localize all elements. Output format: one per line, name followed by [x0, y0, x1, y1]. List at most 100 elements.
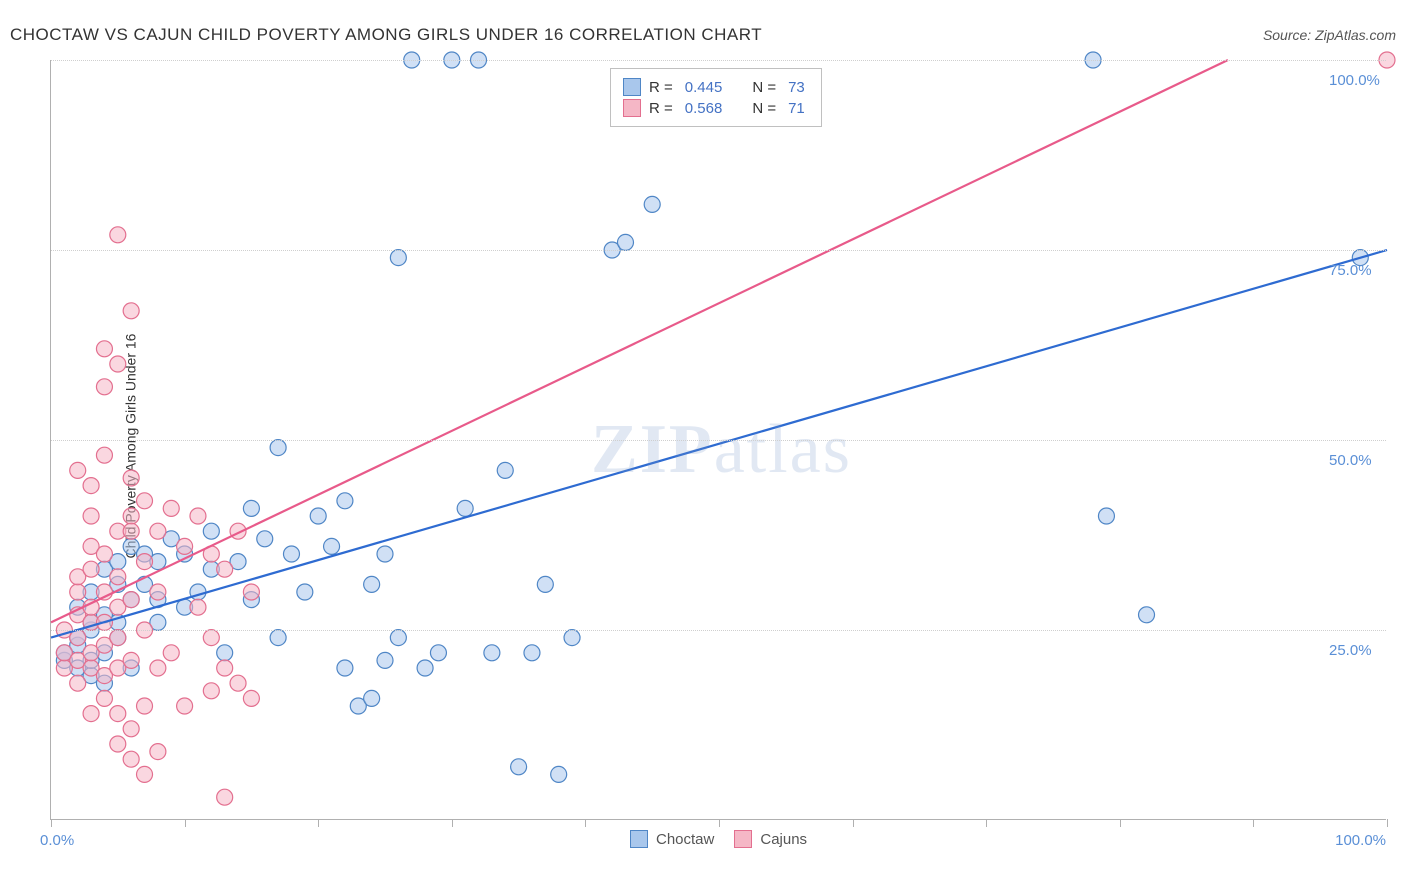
x-tick: [986, 819, 987, 827]
data-point: [203, 523, 219, 539]
data-point: [137, 766, 153, 782]
x-tick: [1120, 819, 1121, 827]
gridline: [51, 440, 1386, 441]
y-tick-label: 100.0%: [1329, 72, 1380, 89]
data-point: [551, 766, 567, 782]
data-point: [70, 675, 86, 691]
data-point: [337, 660, 353, 676]
legend-item-cajuns: Cajuns: [734, 830, 807, 848]
data-point: [217, 561, 233, 577]
chart-title: CHOCTAW VS CAJUN CHILD POVERTY AMONG GIR…: [10, 25, 762, 45]
data-point: [217, 660, 233, 676]
data-point: [137, 554, 153, 570]
source-attribution: Source: ZipAtlas.com: [1263, 27, 1396, 43]
data-point: [203, 683, 219, 699]
data-point: [150, 523, 166, 539]
data-point: [177, 698, 193, 714]
data-point: [217, 645, 233, 661]
x-tick: [853, 819, 854, 827]
x-axis-min-label: 0.0%: [40, 832, 74, 849]
data-point: [83, 561, 99, 577]
data-point: [364, 576, 380, 592]
data-point: [524, 645, 540, 661]
data-point: [83, 508, 99, 524]
data-point: [217, 789, 233, 805]
data-point: [243, 500, 259, 516]
data-point: [377, 546, 393, 562]
data-point: [230, 675, 246, 691]
data-point: [96, 379, 112, 395]
data-point: [96, 690, 112, 706]
swatch-cajuns: [623, 99, 641, 117]
data-point: [83, 478, 99, 494]
legend-row-choctaw: R = 0.445 N = 73: [623, 78, 809, 96]
data-point: [163, 500, 179, 516]
swatch-choctaw: [630, 830, 648, 848]
y-tick-label: 75.0%: [1329, 262, 1372, 279]
data-point: [270, 630, 286, 646]
x-tick: [1387, 819, 1388, 827]
data-point: [243, 690, 259, 706]
data-point: [123, 523, 139, 539]
r-value-choctaw: 0.445: [685, 79, 723, 96]
data-point: [70, 462, 86, 478]
data-point: [96, 546, 112, 562]
trend-line: [51, 250, 1387, 638]
data-point: [364, 690, 380, 706]
data-point: [123, 508, 139, 524]
y-tick-label: 25.0%: [1329, 642, 1372, 659]
data-point: [123, 592, 139, 608]
data-point: [150, 660, 166, 676]
r-label: R =: [649, 100, 673, 117]
data-point: [1098, 508, 1114, 524]
x-tick: [585, 819, 586, 827]
trend-line: [51, 60, 1228, 622]
data-point: [123, 652, 139, 668]
n-label: N =: [752, 100, 776, 117]
data-point: [270, 440, 286, 456]
data-point: [324, 538, 340, 554]
data-point: [484, 645, 500, 661]
data-point: [190, 508, 206, 524]
plot-area: ZIPatlas 25.0%50.0%75.0%100.0%: [50, 60, 1386, 820]
data-point: [137, 493, 153, 509]
data-point: [511, 759, 527, 775]
x-tick: [452, 819, 453, 827]
y-tick-label: 50.0%: [1329, 452, 1372, 469]
data-point: [70, 584, 86, 600]
legend-row-cajuns: R = 0.568 N = 71: [623, 99, 809, 117]
data-point: [110, 736, 126, 752]
data-point: [150, 584, 166, 600]
data-point: [110, 227, 126, 243]
data-point: [110, 569, 126, 585]
data-point: [123, 751, 139, 767]
data-point: [337, 493, 353, 509]
data-point: [497, 462, 513, 478]
data-point: [203, 630, 219, 646]
swatch-choctaw: [623, 78, 641, 96]
x-tick: [719, 819, 720, 827]
data-point: [96, 447, 112, 463]
data-point: [137, 698, 153, 714]
data-point: [457, 500, 473, 516]
data-point: [417, 660, 433, 676]
data-point: [110, 356, 126, 372]
data-point: [537, 576, 553, 592]
data-point: [123, 470, 139, 486]
data-point: [177, 538, 193, 554]
correlation-legend: R = 0.445 N = 73 R = 0.568 N = 71: [610, 68, 822, 127]
data-point: [390, 250, 406, 266]
x-tick: [318, 819, 319, 827]
r-value-cajuns: 0.568: [685, 100, 723, 117]
x-tick: [1253, 819, 1254, 827]
series-legend: Choctaw Cajuns: [630, 830, 807, 848]
x-tick: [185, 819, 186, 827]
n-value-cajuns: 71: [788, 100, 805, 117]
data-point: [257, 531, 273, 547]
data-point: [283, 546, 299, 562]
gridline: [51, 250, 1386, 251]
swatch-cajuns: [734, 830, 752, 848]
data-point: [110, 630, 126, 646]
x-tick: [51, 819, 52, 827]
data-point: [430, 645, 446, 661]
